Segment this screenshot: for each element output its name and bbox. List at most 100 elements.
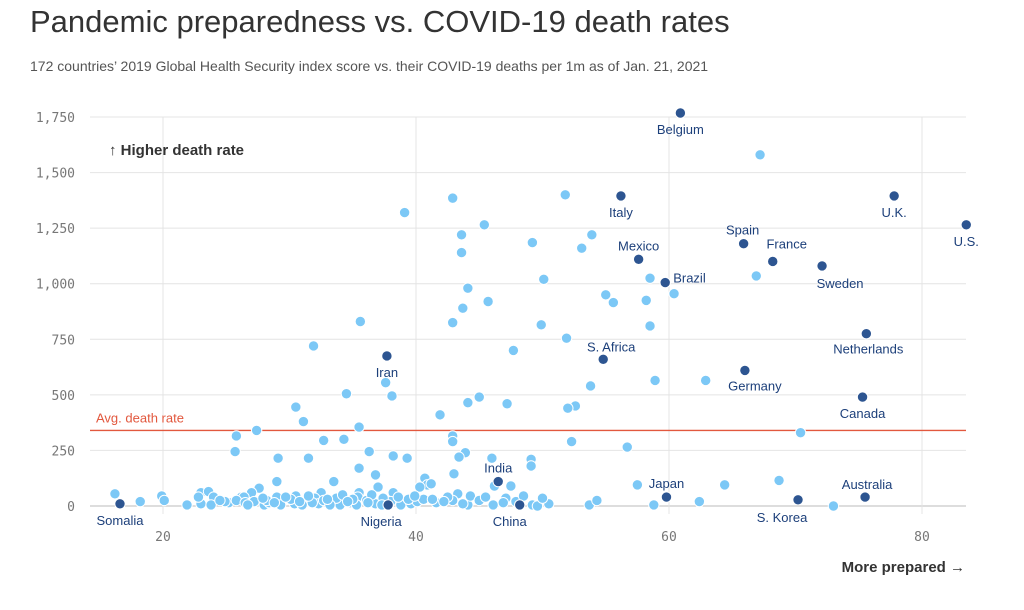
- country-point: [486, 452, 498, 464]
- country-point: [649, 374, 661, 387]
- country-point: [750, 270, 762, 282]
- country-point: [773, 474, 785, 487]
- country-point: [257, 492, 269, 504]
- country-labels-layer: Belgium U.K. Italy U.S. Spain Mexico France Swe…: [97, 122, 979, 529]
- country-point: [538, 273, 550, 285]
- tick-layer: 0 250 500 750 1,000 1,250 1,500 1,750 20 40 60 80: [36, 111, 930, 545]
- country-point-iran: [381, 350, 393, 362]
- y-tick-label: 1,250: [36, 222, 75, 237]
- country-label-brazil: Brazil: [673, 271, 706, 286]
- country-point: [307, 340, 320, 352]
- country-point: [507, 344, 520, 357]
- country-point-belgium: [674, 107, 687, 119]
- country-point: [363, 445, 375, 458]
- country-label-mexico: Mexico: [618, 238, 659, 253]
- other-countries-layer: [109, 149, 840, 512]
- y-tick-label: 1,750: [36, 111, 75, 126]
- country-point: [387, 450, 399, 462]
- country-point: [718, 479, 731, 491]
- y-tick-label: 750: [52, 333, 75, 348]
- country-point: [425, 478, 437, 490]
- country-point: [457, 498, 469, 510]
- country-point: [214, 494, 226, 507]
- country-point: [501, 398, 513, 410]
- country-point: [379, 376, 392, 389]
- country-point: [576, 242, 588, 254]
- country-point: [621, 441, 633, 453]
- country-point-canada: [856, 391, 869, 403]
- country-point: [644, 272, 656, 284]
- country-point: [562, 402, 574, 414]
- y-tick-label: 1,000: [36, 278, 75, 293]
- country-label-india: India: [484, 461, 513, 476]
- country-point: [293, 495, 306, 508]
- country-point: [353, 421, 365, 433]
- country-point: [302, 452, 315, 464]
- country-point: [230, 430, 243, 442]
- country-point: [297, 415, 310, 428]
- country-point: [134, 495, 146, 508]
- country-label-china: China: [493, 514, 528, 529]
- country-point: [362, 496, 374, 509]
- country-point: [192, 491, 205, 503]
- country-label-belgium: Belgium: [657, 122, 704, 137]
- country-point-s-africa: [597, 353, 609, 365]
- country-label-s-korea: S. Korea: [757, 510, 808, 525]
- y-tick-label: 0: [67, 500, 75, 515]
- country-point: [448, 468, 460, 480]
- country-label-u-k: U.K.: [882, 205, 907, 220]
- country-point: [640, 294, 652, 307]
- y-tick-label: 500: [52, 389, 75, 404]
- country-point: [354, 315, 367, 328]
- country-point: [525, 460, 537, 472]
- country-point: [242, 499, 254, 511]
- country-point: [341, 495, 354, 508]
- country-point-s-korea: [792, 494, 804, 506]
- country-point: [272, 452, 284, 464]
- country-point: [426, 493, 439, 506]
- x-tick-label: 60: [661, 530, 677, 545]
- country-point: [328, 475, 340, 488]
- country-point: [434, 409, 446, 421]
- country-point: [699, 374, 712, 387]
- country-point: [386, 390, 398, 402]
- country-point: [446, 316, 459, 329]
- chart-title: Pandemic preparedness vs. COVID-19 death…: [30, 4, 730, 39]
- country-label-sweden: Sweden: [817, 276, 864, 291]
- country-point: [565, 435, 578, 448]
- country-point-u-k: [888, 190, 900, 202]
- country-point: [109, 488, 121, 500]
- country-point-somalia: [114, 498, 126, 510]
- country-point: [280, 491, 292, 503]
- country-point: [462, 396, 474, 409]
- country-label-u-s: U.S.: [954, 234, 979, 249]
- y-tick-label: 1,500: [36, 167, 75, 182]
- highlighted-countries-layer: [114, 107, 972, 511]
- country-point: [181, 499, 193, 511]
- country-point: [455, 246, 468, 259]
- country-label-france: France: [766, 236, 806, 251]
- avg-death-rate-label: Avg. death rate: [96, 410, 184, 425]
- country-point-nigeria: [382, 499, 394, 511]
- country-point: [600, 289, 612, 301]
- country-point: [229, 445, 241, 458]
- country-point: [631, 479, 644, 491]
- country-point: [505, 480, 517, 492]
- country-label-nigeria: Nigeria: [361, 514, 403, 529]
- country-point: [268, 496, 281, 509]
- y-axis-label: ↑ Higher death rate: [109, 142, 244, 159]
- country-point: [478, 219, 491, 231]
- avg-death-rate-layer: Avg. death rate: [90, 410, 966, 432]
- country-point: [158, 494, 170, 507]
- country-label-germany: Germany: [728, 378, 782, 393]
- country-point: [479, 491, 492, 503]
- country-point-india: [492, 475, 504, 488]
- country-point: [497, 496, 509, 509]
- country-point-france: [767, 255, 779, 268]
- country-point: [353, 462, 365, 474]
- x-tick-label: 40: [408, 530, 424, 545]
- country-point-china: [514, 499, 526, 511]
- country-point: [446, 192, 459, 204]
- country-point: [586, 229, 598, 241]
